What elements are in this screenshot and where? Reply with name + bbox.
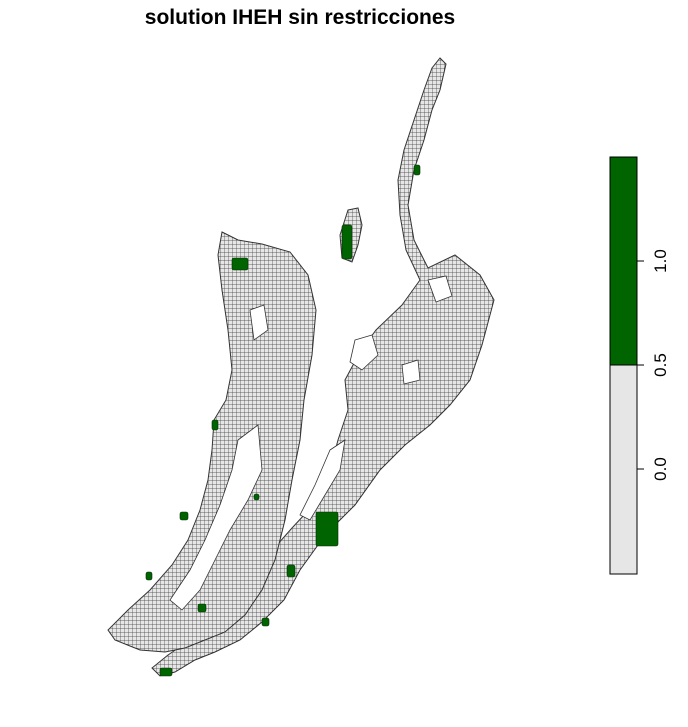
selected-unit-patch [413,164,421,176]
legend-label-1-0: 1.0 [651,249,670,273]
legend-bar-selected [609,156,638,366]
water-gap-2 [299,439,346,521]
water-gap-1 [169,424,263,611]
legend-bar-not-selected [609,364,638,575]
water-gap-6 [427,275,453,303]
land-region-1 [151,57,495,677]
legend-label-0-5: 0.5 [651,353,670,377]
selected-units [145,164,421,677]
water-gap-5 [401,359,421,385]
selected-unit-patch [179,511,189,521]
land-region-2 [107,231,317,653]
map-title: solution IHEH sin restricciones [144,6,456,29]
planning-unit-map [107,57,495,677]
water-gap-4 [249,304,269,341]
water-gap-3 [349,334,379,371]
selected-unit-patch [211,419,219,431]
legend-label-0-0: 0.0 [651,457,670,481]
selected-unit-patch [231,257,249,271]
selected-unit-patch [159,667,173,677]
selected-unit-patch [286,564,296,578]
selected-unit-patch [261,617,270,627]
study-area-units [107,57,495,677]
selected-unit-patch [315,511,339,547]
selected-unit-patch [341,224,353,260]
selected-unit-patch [197,603,207,613]
selected-unit-patch [145,571,153,581]
selected-unit-patch [253,493,260,501]
